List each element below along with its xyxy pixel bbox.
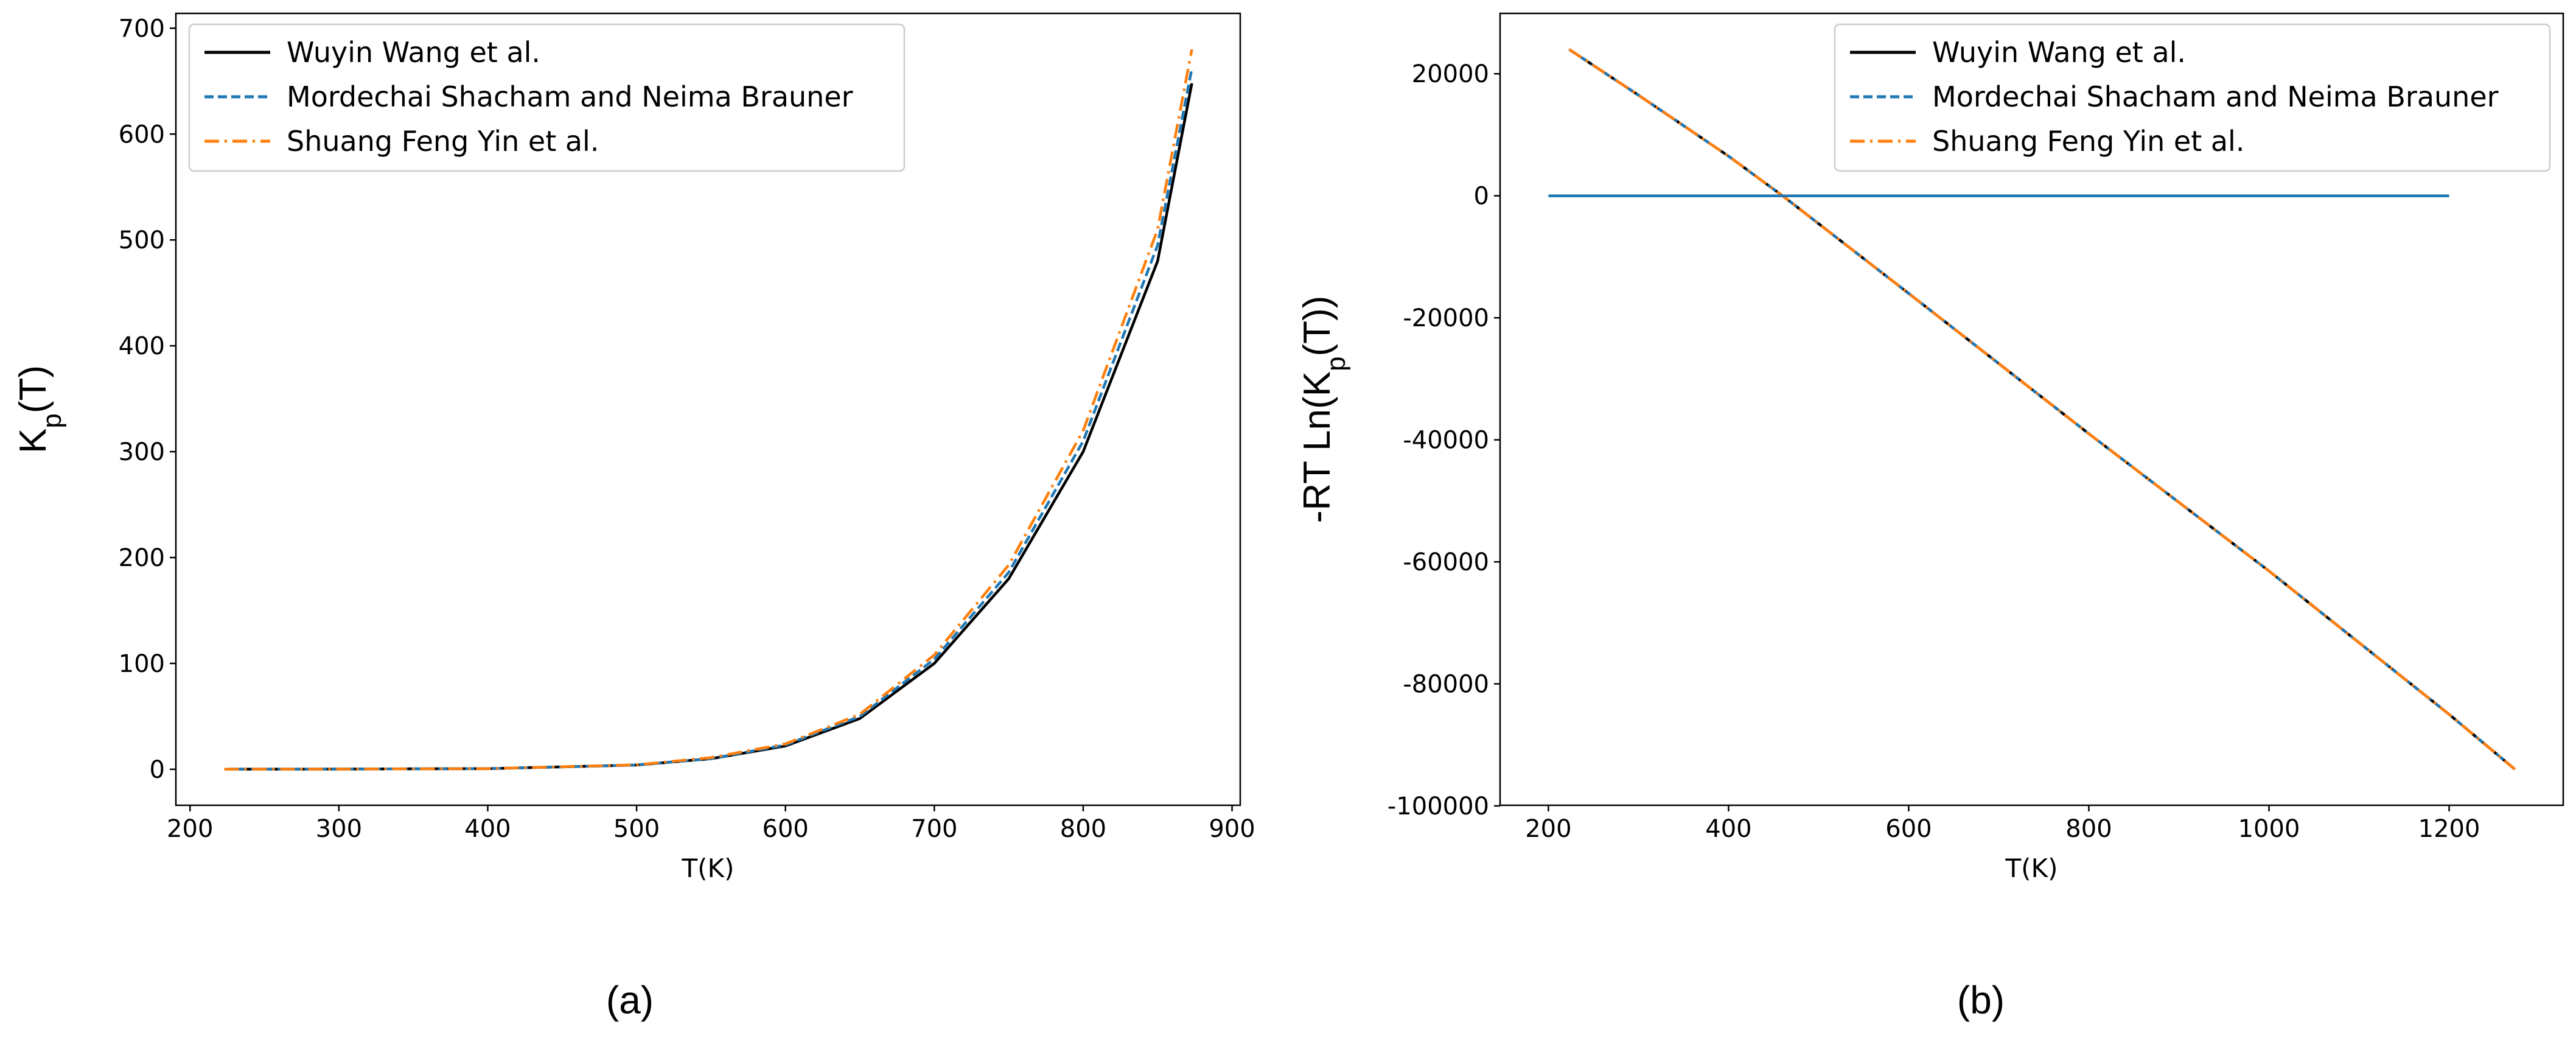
y-axis-label: -RT Ln(Kp(T)) xyxy=(1296,296,1351,523)
legend-box xyxy=(1834,23,2551,172)
x-axis-label: T(K) xyxy=(2005,853,2058,883)
legend-label: Shuang Feng Yin et al. xyxy=(287,125,599,158)
x-tick-label: 600 xyxy=(1885,815,1932,843)
legend-box xyxy=(188,23,906,172)
y-tick-label: 600 xyxy=(119,121,165,149)
x-tick-label: 800 xyxy=(2065,815,2112,843)
y-axis-label-part: K xyxy=(12,429,54,453)
y-axis-label-part: (T) xyxy=(12,365,54,413)
chart: 200 400 600 800 1000 1200 -100000 -80000 -60000 -… xyxy=(1296,12,2564,1022)
data-line xyxy=(224,49,1193,771)
x-tick-label: 400 xyxy=(464,815,511,843)
x-tick-label: 200 xyxy=(1525,815,1571,843)
y-tick-label: -60000 xyxy=(1403,548,1489,576)
data-line xyxy=(1568,48,2516,771)
x-tick-label: 800 xyxy=(1060,815,1106,843)
axes-frame xyxy=(175,12,1241,806)
y-tick-label: -80000 xyxy=(1403,671,1489,699)
x-tick-label: 400 xyxy=(1705,815,1751,843)
x-tick-label: 300 xyxy=(316,815,362,843)
y-axis-label-part: -RT Ln(K xyxy=(1296,371,1338,523)
legend-label: Shuang Feng Yin et al. xyxy=(1932,125,2244,158)
y-tick-label: -100000 xyxy=(1387,792,1489,820)
x-tick-label: 600 xyxy=(763,815,809,843)
data-line xyxy=(224,83,1193,771)
caption: (b) xyxy=(1957,978,2005,1022)
y-axis-label-part: (T)) xyxy=(1296,296,1338,357)
legend-label: Wuyin Wang et al. xyxy=(287,36,540,69)
x-tick-label: 1200 xyxy=(2418,815,2480,843)
x-tick-label: 900 xyxy=(1209,815,1255,843)
x-tick-label: 200 xyxy=(167,815,213,843)
legend-label: Wuyin Wang et al. xyxy=(1932,36,2186,69)
legend-label: Mordechai Shacham and Neima Brauner xyxy=(287,80,853,113)
y-axis-label: Kp(T) xyxy=(12,365,67,453)
y-tick-label: 500 xyxy=(119,226,165,254)
y-tick-label: 20000 xyxy=(1412,60,1489,88)
caption: (a) xyxy=(606,978,654,1022)
data-line xyxy=(1568,48,2516,771)
legend-label: Mordechai Shacham and Neima Brauner xyxy=(1932,80,2499,113)
y-axis-label-part: p xyxy=(1321,357,1351,371)
chart: 200 300 400 500 600 700 800 900 0 100 200 300 400 500… xyxy=(12,12,1255,1022)
y-tick-label: 700 xyxy=(119,15,165,43)
y-tick-label: 100 xyxy=(119,650,165,678)
x-tick-label: 500 xyxy=(613,815,660,843)
y-axis-label-part: p xyxy=(37,413,67,428)
x-tick-label: 1000 xyxy=(2238,815,2300,843)
y-tick-label: 200 xyxy=(119,544,165,572)
y-tick-label: 300 xyxy=(119,438,165,466)
y-tick-label: -40000 xyxy=(1403,427,1489,455)
x-axis-label: T(K) xyxy=(682,853,735,883)
y-tick-label: 400 xyxy=(119,332,165,360)
y-tick-label: -20000 xyxy=(1403,304,1489,332)
x-tick-label: 700 xyxy=(911,815,957,843)
y-tick-label: 0 xyxy=(150,756,165,784)
data-line xyxy=(224,68,1193,771)
y-tick-label: 0 xyxy=(1474,183,1489,211)
axes-frame xyxy=(1499,12,2564,806)
